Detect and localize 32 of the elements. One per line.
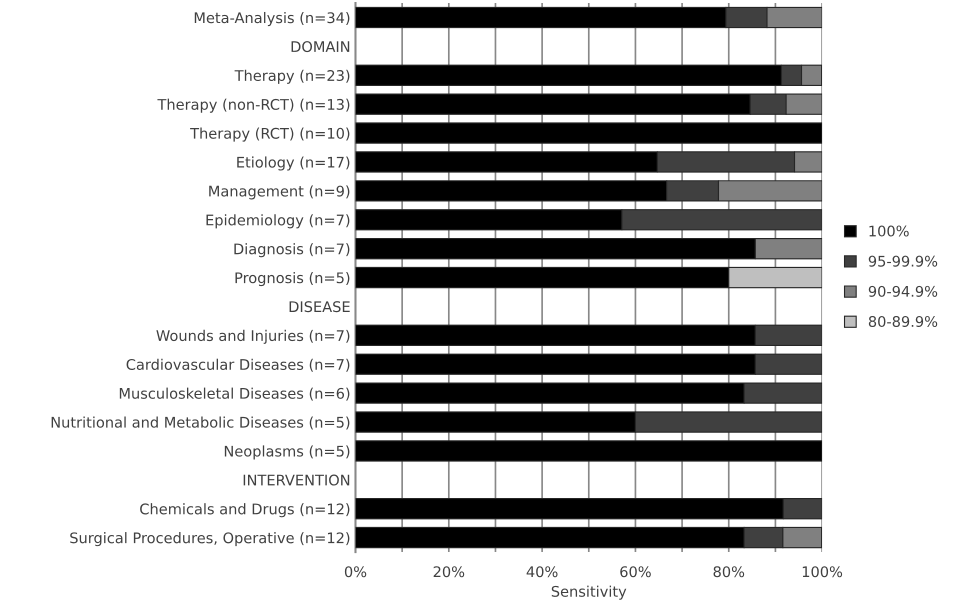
y-tick-label: Cardiovascular Diseases (n=7) [126,358,350,372]
y-tick-label: Prognosis (n=5) [236,272,350,286]
y-tick-label: Wounds and Injuries (n=7) [156,330,350,344]
y-tick-label: Chemicals and Drugs (n=12) [140,503,350,518]
y-tick-label: Meta-Analysis (n=34) [194,12,350,26]
x-tick-label: 40% [526,566,558,578]
y-tick-label: Therapy (n=23) [234,70,350,84]
y-tick-label: Therapy (RCT) (n=10) [190,128,350,142]
y-tick-label: Management (n=9) [209,185,350,200]
legend-label: 80-89.9% [868,316,938,328]
legend-label: 95-99.9% [868,256,938,267]
y-tick-label: Neoplasms (n=5) [224,445,350,460]
legend-label: 90-94.9% [868,286,938,297]
y-tick-label: Epidemiology (n=7) [206,214,350,228]
x-axis-title: Sensitivity [552,586,626,600]
y-tick-label: DOMAIN [292,41,350,52]
x-tick-label: 0% [344,566,366,578]
x-tick-label: 20% [434,566,464,578]
x-tick-label: 60% [620,566,651,578]
y-tick-label: Surgical Procedures, Operative (n=12) [70,532,350,546]
y-tick-label: DISEASE [290,301,350,312]
bar [355,122,822,144]
y-tick-label: INTERVENTION [244,474,350,486]
y-tick-label: Etiology (n=17) [237,156,350,171]
x-tick-label: 80% [714,566,744,578]
y-tick-label: Diagnosis (n=7) [234,243,350,258]
x-tick-label: 100% [802,566,842,578]
y-tick-label: Musculoskeletal Diseases (n=6) [120,388,350,401]
y-tick-label: Therapy (non-RCT) (n=13) [157,98,350,113]
y-tick-label: Nutritional and Metabolic Diseases (n=5) [52,416,350,430]
legend-label: 100% [869,226,909,237]
bar [355,440,822,462]
